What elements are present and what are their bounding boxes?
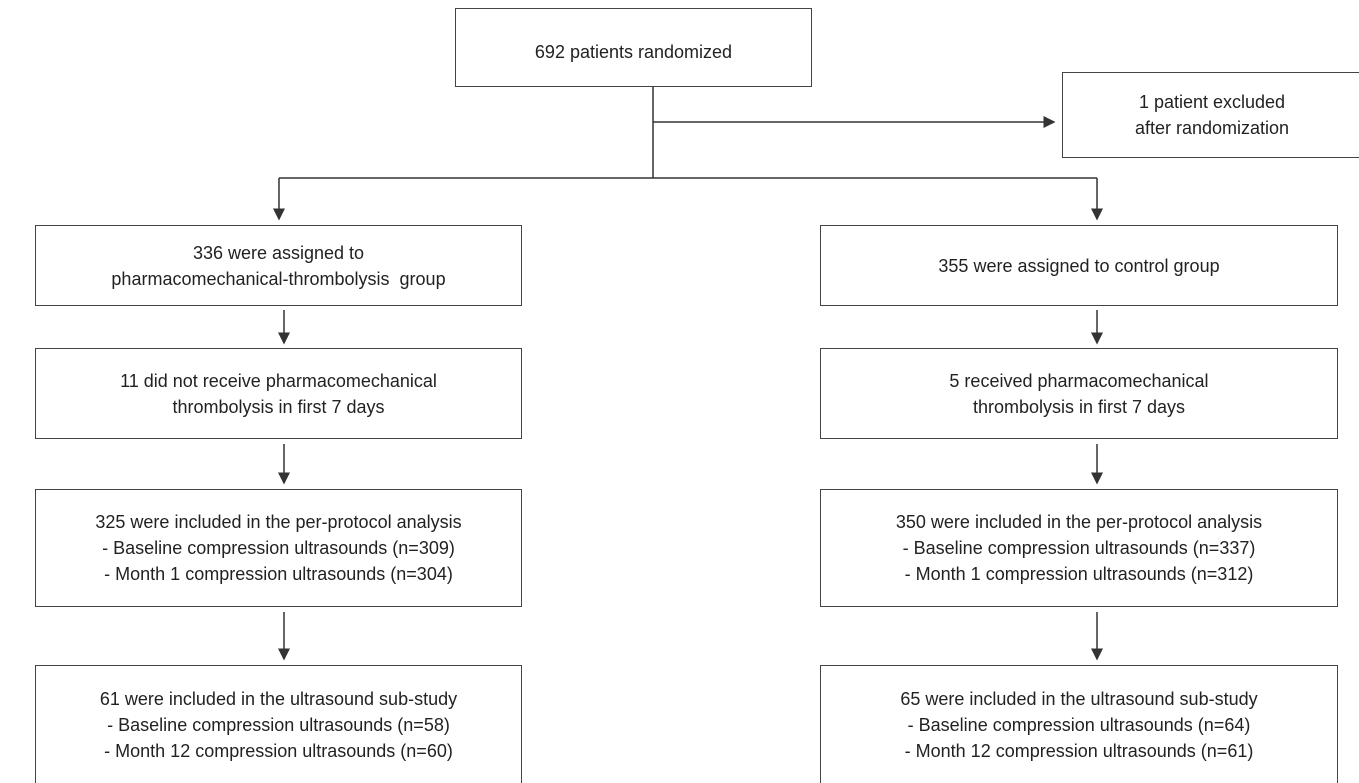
node: 1 patient excluded after randomization: [1062, 72, 1359, 158]
node-text: thrombolysis in first 7 days: [972, 396, 1186, 417]
node: 325 were included in the per-protocol an…: [35, 489, 522, 607]
node-text: 325 were included in the per-protocol an…: [95, 512, 462, 532]
node: 350 were included in the per-protocol an…: [820, 489, 1338, 607]
node-text: 1 patient excluded: [1138, 92, 1286, 112]
node-text: 11 did not receive pharmacomechanical: [120, 370, 437, 391]
node-text: thrombolysis in first 7 days: [172, 396, 385, 417]
node-text: - Month 1 compression ultrasounds (n=312…: [904, 564, 1254, 584]
node-text: 5 received pharmacomechanical: [949, 370, 1209, 391]
node-text: after randomization: [1134, 118, 1290, 138]
node-text: 692 patients randomized: [534, 42, 733, 62]
node: 336 were assigned to pharmacomechanical-t…: [35, 225, 522, 306]
node: 355 were assigned to control group: [820, 225, 1338, 306]
node-text: - Month 12 compression ultrasounds (n=61…: [904, 740, 1254, 761]
node-text: - Baseline compression ultrasounds (n=33…: [902, 538, 1256, 558]
node-text: 65 were included in the ultrasound sub-s…: [900, 688, 1258, 709]
node-text: - Month 1 compression ultrasounds (n=304…: [104, 564, 453, 584]
node-text: 61 were included in the ultrasound sub-s…: [99, 688, 458, 709]
node-text: - Baseline compression ultrasounds (n=58…: [107, 714, 450, 735]
node-text: - Baseline compression ultrasounds (n=64…: [907, 714, 1251, 735]
node: 11 did not receive pharmacomechanical thr…: [35, 348, 522, 439]
node: 61 were included in the ultrasound sub-s…: [35, 665, 522, 783]
node-text: - Baseline compression ultrasounds (n=30…: [102, 538, 455, 558]
node-text: 350 were included in the per-protocol an…: [895, 512, 1263, 532]
node: 65 were included in the ultrasound sub-s…: [820, 665, 1338, 783]
node-text: 336 were assigned to: [192, 242, 365, 263]
node: 5 received pharmacomechanical thrombolysi…: [820, 348, 1338, 439]
node-text: pharmacomechanical-thrombolysis group: [111, 268, 446, 289]
node-text: - Month 12 compression ultrasounds (n=60…: [104, 740, 453, 761]
node: 692 patients randomized: [455, 8, 812, 87]
node-text: 355 were assigned to control group: [938, 255, 1220, 276]
